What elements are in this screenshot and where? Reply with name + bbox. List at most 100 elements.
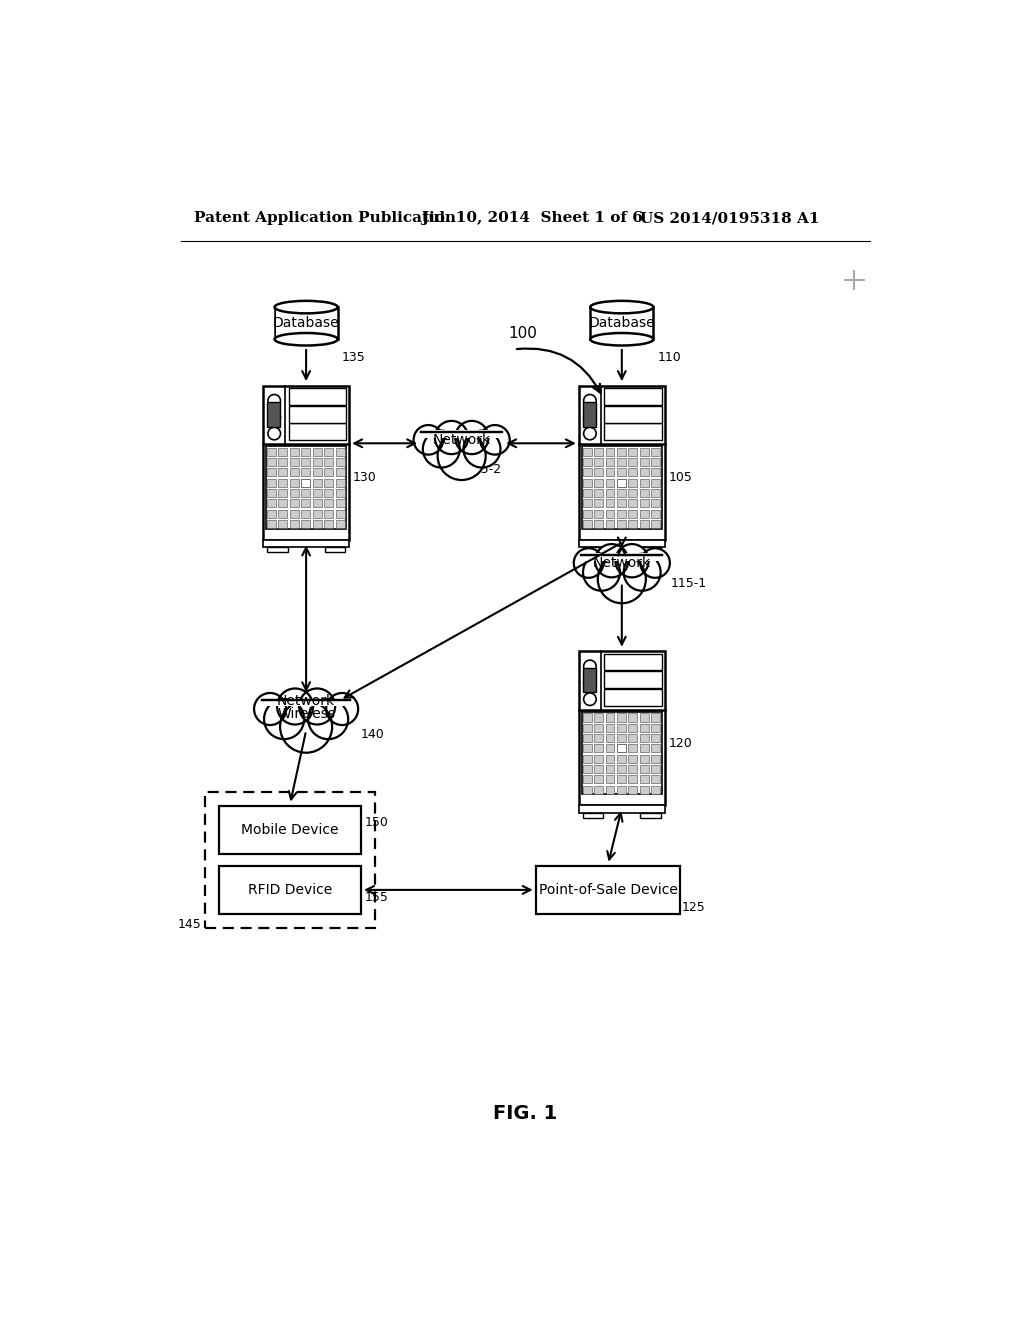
Bar — [579, 540, 665, 548]
Circle shape — [326, 693, 358, 725]
Bar — [279, 499, 288, 507]
Circle shape — [595, 544, 629, 577]
Bar — [336, 499, 344, 507]
Bar — [617, 755, 626, 763]
Bar — [594, 714, 603, 722]
Bar — [651, 488, 660, 498]
Bar — [312, 520, 322, 528]
Bar — [594, 488, 603, 498]
Bar — [594, 510, 603, 517]
Bar — [290, 479, 299, 487]
Bar — [219, 866, 361, 913]
Circle shape — [437, 432, 485, 480]
Ellipse shape — [590, 333, 653, 346]
Bar — [582, 446, 662, 529]
Text: 110: 110 — [657, 351, 681, 363]
Bar — [629, 510, 637, 517]
Bar — [640, 548, 662, 552]
Text: Network: Network — [593, 556, 651, 570]
Bar — [312, 488, 322, 498]
Bar — [301, 447, 310, 455]
Bar — [301, 469, 310, 477]
Circle shape — [281, 701, 332, 752]
Bar — [263, 385, 349, 540]
Circle shape — [583, 554, 620, 591]
Bar — [651, 499, 660, 507]
Bar — [325, 447, 333, 455]
Ellipse shape — [590, 301, 653, 313]
Bar — [336, 458, 344, 466]
Bar — [604, 689, 662, 706]
Bar — [617, 488, 626, 498]
Bar — [267, 458, 275, 466]
Text: Patent Application Publication: Patent Application Publication — [194, 211, 456, 226]
Bar — [583, 469, 592, 477]
Bar — [312, 447, 322, 455]
Bar — [605, 775, 614, 783]
Bar — [605, 499, 614, 507]
Text: Wireless: Wireless — [278, 708, 335, 721]
Bar — [629, 469, 637, 477]
Ellipse shape — [274, 333, 338, 346]
Bar — [594, 479, 603, 487]
Bar — [583, 766, 592, 774]
Bar — [312, 458, 322, 466]
Bar — [617, 469, 626, 477]
Bar — [312, 510, 322, 517]
Bar — [651, 714, 660, 722]
Bar — [604, 424, 662, 441]
Bar — [605, 723, 614, 731]
Circle shape — [254, 693, 286, 725]
Circle shape — [264, 700, 304, 739]
Bar — [605, 488, 614, 498]
Bar — [279, 520, 288, 528]
Bar — [583, 734, 592, 742]
Bar — [583, 813, 603, 817]
Circle shape — [640, 548, 670, 578]
Bar — [640, 714, 649, 722]
Bar — [640, 744, 649, 752]
Bar — [267, 479, 275, 487]
Circle shape — [456, 421, 488, 454]
Bar — [594, 734, 603, 742]
Bar — [594, 447, 603, 455]
Bar — [312, 469, 322, 477]
Bar — [617, 520, 626, 528]
Bar — [629, 520, 637, 528]
Bar — [605, 766, 614, 774]
Bar — [651, 785, 660, 793]
Bar — [640, 766, 649, 774]
Bar — [325, 510, 333, 517]
Bar — [583, 744, 592, 752]
Bar — [336, 447, 344, 455]
Bar — [651, 469, 660, 477]
Text: 115-2: 115-2 — [466, 463, 502, 475]
Bar — [640, 723, 649, 731]
Bar — [605, 458, 614, 466]
Circle shape — [308, 700, 348, 739]
Bar — [267, 401, 281, 426]
Bar — [640, 755, 649, 763]
Bar — [594, 469, 603, 477]
Bar — [267, 499, 275, 507]
Bar — [651, 510, 660, 517]
Bar — [219, 807, 361, 854]
Bar — [260, 694, 352, 704]
Bar — [289, 405, 346, 422]
Bar — [267, 488, 275, 498]
Bar — [312, 479, 322, 487]
Circle shape — [299, 689, 335, 725]
Circle shape — [414, 425, 443, 454]
Bar — [629, 723, 637, 731]
Bar — [629, 499, 637, 507]
Bar — [604, 405, 662, 422]
Bar — [579, 651, 665, 805]
Bar — [605, 510, 614, 517]
Bar — [629, 785, 637, 793]
Bar — [301, 520, 310, 528]
Bar — [617, 447, 626, 455]
Bar — [419, 425, 504, 434]
Bar — [583, 668, 596, 692]
Bar — [594, 755, 603, 763]
Bar — [617, 479, 626, 487]
